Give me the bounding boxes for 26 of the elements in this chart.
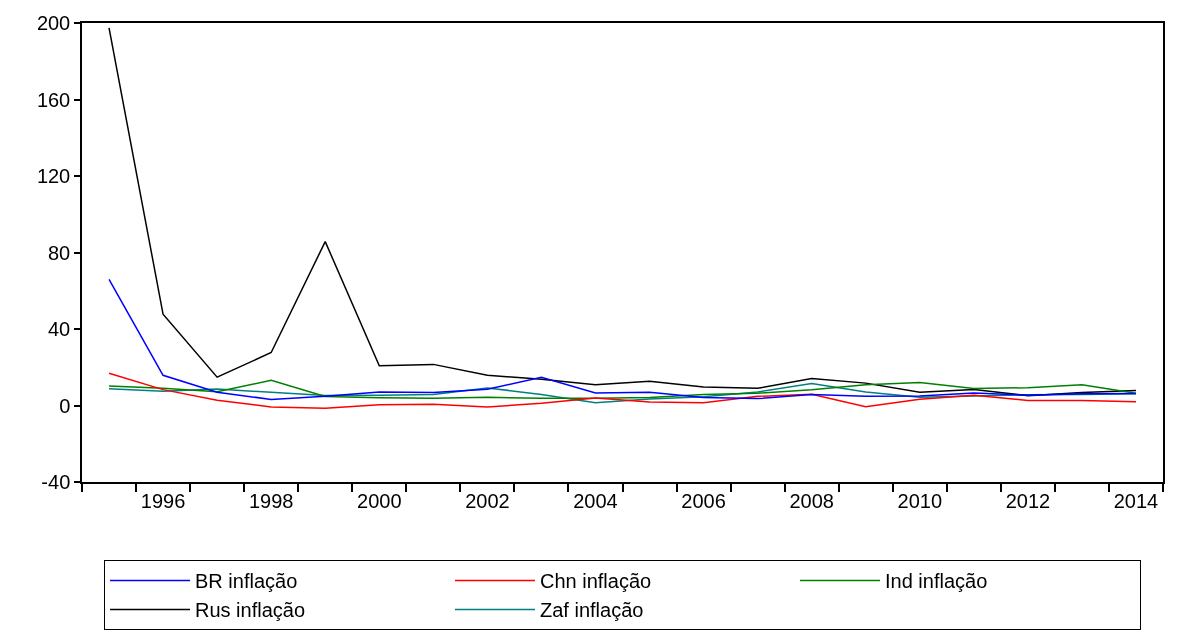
- x-tick-label: 2006: [681, 489, 726, 512]
- legend-label: Ind inflação: [885, 570, 988, 593]
- line-series: [108, 278, 1137, 401]
- legend-label: Rus inflação: [195, 599, 306, 622]
- y-tick-label: 200: [36, 12, 71, 34]
- y-tick-label: 160: [36, 88, 71, 111]
- y-tick-label: 120: [36, 165, 71, 187]
- x-tick-label: 2004: [573, 489, 618, 512]
- line-series: [108, 379, 1137, 399]
- legend-label: Chn inflação: [540, 570, 652, 593]
- line-series: [108, 372, 1137, 409]
- x-tick-label: 2000: [357, 489, 402, 512]
- y-tick-label: -40: [41, 471, 71, 493]
- line-series: [108, 27, 1137, 397]
- legend-label: Zaf inflação: [540, 599, 644, 622]
- x-tick-label: 1996: [140, 489, 186, 512]
- x-tick-label: 2012: [1005, 489, 1051, 512]
- y-tick-label: 80: [48, 241, 71, 264]
- x-tick-label: 2008: [789, 489, 834, 512]
- y-tick-label: 0: [59, 394, 71, 417]
- x-tick-label: 2014: [1113, 489, 1159, 512]
- x-tick-label: 2010: [897, 489, 943, 512]
- legend-label: BR inflação: [195, 570, 298, 593]
- x-tick-label: 2002: [465, 489, 510, 512]
- x-tick-label: 1998: [248, 489, 294, 512]
- y-tick-label: 40: [48, 318, 71, 340]
